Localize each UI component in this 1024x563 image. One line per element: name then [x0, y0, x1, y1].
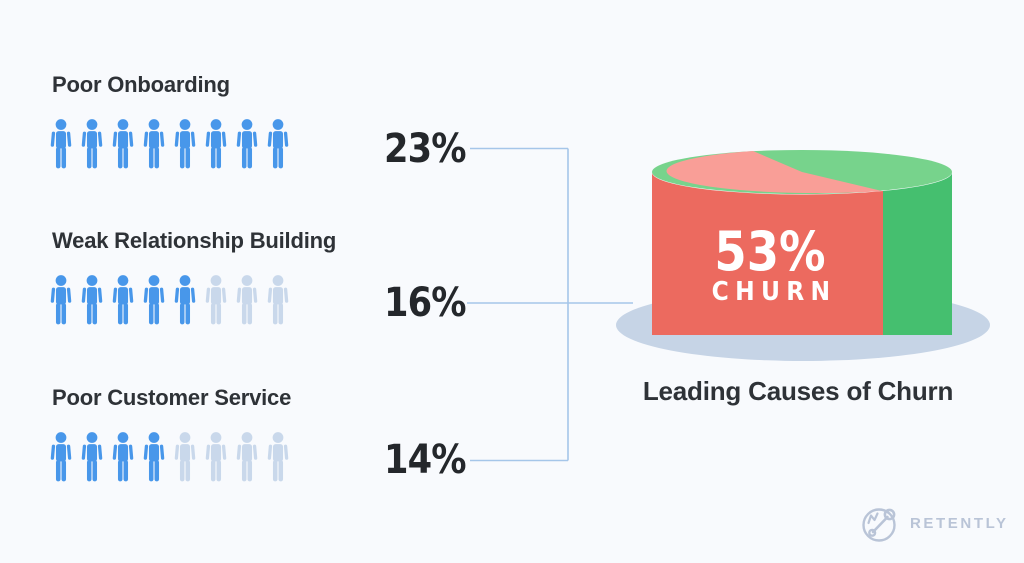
- cause-label-poor-onboarding: Poor Onboarding: [52, 72, 230, 97]
- person-icon: [267, 275, 289, 325]
- person-icon: [50, 432, 72, 482]
- person-icon: [267, 119, 289, 169]
- person-icon: [205, 432, 227, 482]
- connector-bracket: [467, 147, 633, 462]
- chart-caption: Leading Causes of Churn: [642, 376, 954, 406]
- percent-value-poor-onboarding: 23%: [384, 126, 466, 172]
- person-icon: [174, 432, 196, 482]
- person-icon: [205, 119, 227, 169]
- person-icon: [81, 275, 103, 325]
- person-icon: [143, 432, 165, 482]
- pictograph-row-poor-onboarding: [48, 118, 291, 172]
- person-icon: [50, 275, 72, 325]
- person-icon: [236, 119, 258, 169]
- person-icon: [236, 432, 258, 482]
- person-icon: [112, 432, 134, 482]
- person-icon: [81, 432, 103, 482]
- person-icon: [143, 275, 165, 325]
- person-icon: [50, 119, 72, 169]
- pictograph-row-weak-relationship-building: [48, 274, 291, 328]
- pie-slice-churn-top: [666, 151, 882, 194]
- cause-label-poor-customer-service: Poor Customer Service: [52, 385, 292, 410]
- person-icon: [112, 275, 134, 325]
- pie-slice-churn-side: [651, 172, 883, 335]
- person-icon: [81, 119, 103, 169]
- percent-value-weak-relationship-building: 16%: [384, 280, 466, 326]
- pie-center-label: CHURN: [712, 276, 837, 306]
- pie-slice-other-side: [883, 172, 953, 335]
- pictograph-row-poor-customer-service: [48, 431, 291, 485]
- retently-logo-text: RETENTLY: [910, 514, 1009, 532]
- person-icon: [236, 275, 258, 325]
- retently-logo: RETENTLY: [860, 501, 1009, 545]
- cause-label-weak-relationship-building: Weak Relationship Building: [52, 228, 337, 253]
- person-icon: [112, 119, 134, 169]
- person-icon: [205, 275, 227, 325]
- person-icon: [174, 275, 196, 325]
- person-icon: [174, 119, 196, 169]
- percent-value-poor-customer-service: 14%: [384, 437, 466, 483]
- pie-center-value: 53%: [714, 220, 825, 283]
- person-icon: [143, 119, 165, 169]
- person-icon: [267, 432, 289, 482]
- retently-logo-icon: [862, 508, 896, 542]
